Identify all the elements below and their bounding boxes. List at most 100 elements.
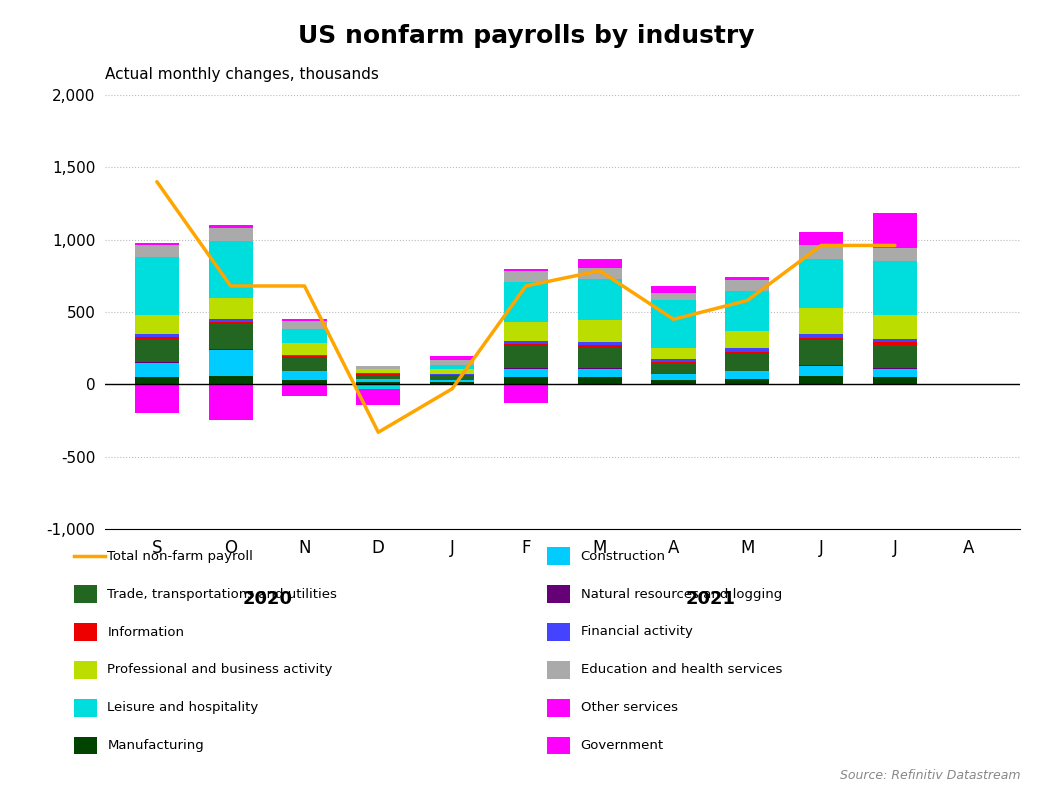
Bar <box>135 339 179 362</box>
Text: Financial activity: Financial activity <box>581 626 692 638</box>
Bar <box>504 341 548 344</box>
Bar <box>135 333 179 337</box>
Bar <box>282 321 326 329</box>
Bar <box>430 356 474 359</box>
Bar <box>430 360 474 365</box>
Bar <box>725 280 769 292</box>
Bar <box>357 366 401 369</box>
Bar <box>430 369 474 374</box>
Bar <box>208 324 252 348</box>
Bar <box>578 259 622 265</box>
Bar <box>651 362 695 363</box>
Text: Source: Refinitiv Datastream: Source: Refinitiv Datastream <box>839 769 1020 782</box>
Bar <box>873 368 917 378</box>
Bar <box>800 376 844 385</box>
Bar <box>725 352 769 354</box>
Bar <box>651 286 695 291</box>
Bar <box>208 350 252 376</box>
Bar <box>504 269 548 271</box>
Bar <box>651 374 695 380</box>
Bar <box>725 292 769 331</box>
Bar <box>135 243 179 246</box>
Bar <box>430 359 474 360</box>
Bar <box>357 385 401 389</box>
Bar <box>725 331 769 348</box>
Bar <box>430 365 474 369</box>
Bar <box>135 378 179 385</box>
Bar <box>800 333 844 338</box>
Bar <box>282 385 326 396</box>
Bar <box>578 368 622 378</box>
Text: Trade, transportations and utilities: Trade, transportations and utilities <box>107 588 338 600</box>
Bar <box>357 379 401 382</box>
Bar <box>578 344 622 348</box>
Bar <box>282 329 326 344</box>
Text: Professional and business activity: Professional and business activity <box>107 664 332 676</box>
Bar <box>357 390 401 404</box>
Bar <box>873 247 917 261</box>
Bar <box>282 356 326 358</box>
Bar <box>800 365 844 366</box>
Bar <box>651 300 695 348</box>
Bar <box>578 378 622 385</box>
Bar <box>357 374 401 379</box>
Bar <box>208 319 252 322</box>
Text: Information: Information <box>107 626 184 638</box>
Bar <box>504 368 548 378</box>
Bar <box>430 376 474 380</box>
Bar <box>504 322 548 341</box>
Bar <box>357 369 401 374</box>
Bar <box>208 228 252 242</box>
Bar <box>208 322 252 324</box>
Bar <box>504 346 548 368</box>
Text: Actual monthly changes, thousands: Actual monthly changes, thousands <box>105 67 379 82</box>
Bar <box>578 268 622 280</box>
Text: 2021: 2021 <box>686 590 735 608</box>
Bar <box>578 265 622 268</box>
Bar <box>800 308 844 333</box>
Bar <box>430 382 474 385</box>
Text: US nonfarm payrolls by industry: US nonfarm payrolls by industry <box>298 24 754 47</box>
Bar <box>208 242 252 298</box>
Bar <box>504 385 548 403</box>
Bar <box>873 378 917 385</box>
Bar <box>873 241 917 247</box>
Bar <box>651 293 695 300</box>
Bar <box>282 355 326 356</box>
Bar <box>873 344 917 368</box>
Bar <box>135 257 179 315</box>
Bar <box>504 282 548 322</box>
Bar <box>578 280 622 320</box>
Bar <box>873 315 917 339</box>
Bar <box>725 348 769 352</box>
Bar <box>725 276 769 280</box>
Bar <box>873 343 917 344</box>
Bar <box>282 358 326 371</box>
Bar <box>800 245 844 259</box>
Text: 2020: 2020 <box>243 590 292 608</box>
Bar <box>282 319 326 321</box>
Bar <box>800 338 844 340</box>
Bar <box>800 340 844 365</box>
Text: Construction: Construction <box>581 550 666 562</box>
Text: Natural resources and logging: Natural resources and logging <box>581 588 782 600</box>
Bar <box>651 348 695 359</box>
Bar <box>651 380 695 385</box>
Text: Education and health services: Education and health services <box>581 664 782 676</box>
Bar <box>135 246 179 257</box>
Bar <box>357 382 401 385</box>
Bar <box>282 380 326 385</box>
Bar <box>725 354 769 371</box>
Bar <box>282 344 326 355</box>
Bar <box>135 315 179 333</box>
Bar <box>504 344 548 346</box>
Bar <box>800 366 844 376</box>
Bar <box>135 385 179 413</box>
Bar <box>651 291 695 293</box>
Bar <box>651 359 695 362</box>
Bar <box>873 213 917 241</box>
Bar <box>873 339 917 343</box>
Bar <box>504 271 548 282</box>
Text: Other services: Other services <box>581 702 677 714</box>
Bar <box>578 320 622 342</box>
